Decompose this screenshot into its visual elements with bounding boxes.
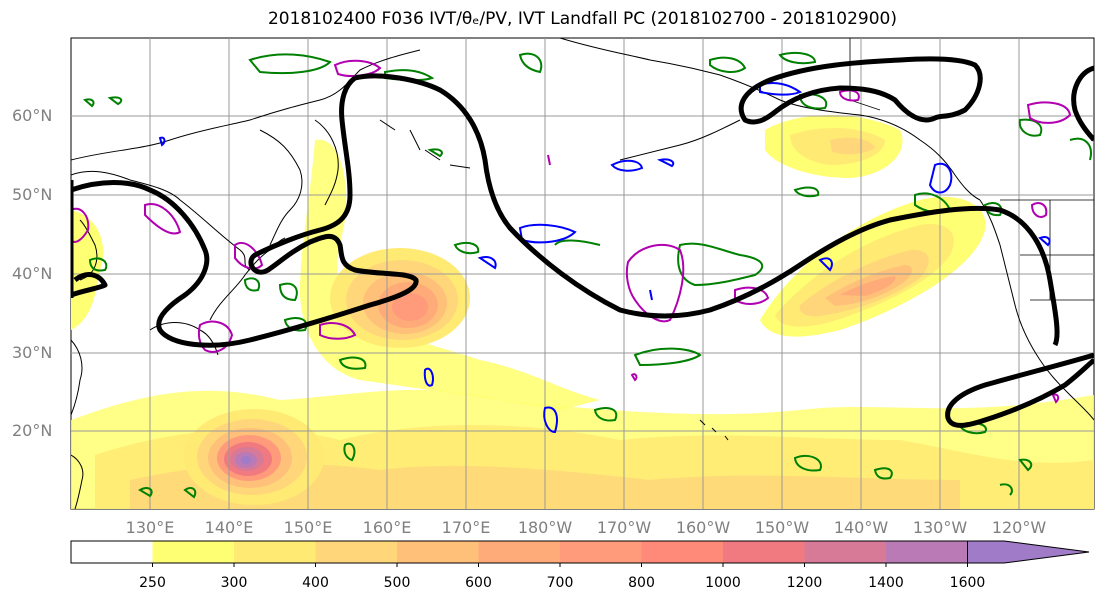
lon-label-130e: 130°E: [125, 518, 175, 537]
lat-label-20n: 20°N: [12, 421, 53, 440]
theta-e-contours: [82, 52, 1092, 499]
lat-label-50n: 50°N: [12, 185, 53, 204]
lon-label-140e: 140°E: [204, 518, 254, 537]
graticule: [71, 38, 1094, 509]
colorbar-tick-label: 600: [465, 575, 492, 591]
lon-label-180w: 180°W: [517, 518, 573, 537]
ivt-landfall-pc-contours: [71, 56, 1094, 428]
lon-label-150w: 150°W: [754, 518, 810, 537]
lon-label-130w: 130°W: [912, 518, 968, 537]
lon-label-170w: 170°W: [596, 518, 652, 537]
colorbar-tick-label: 1000: [705, 575, 741, 591]
colorbar-tick-label: 250: [139, 575, 166, 591]
colorbar-tick-label: 400: [302, 575, 329, 591]
colorbar-tick-label: 300: [220, 575, 248, 591]
lon-label-160e: 160°E: [362, 518, 412, 537]
lon-label-150e: 150°E: [283, 518, 333, 537]
lat-label-60n: 60°N: [12, 106, 53, 125]
colorbar-tick-label: 1200: [786, 575, 823, 591]
lon-label-120w: 120°W: [991, 518, 1047, 537]
colorbar-tick-label: 1400: [868, 575, 904, 591]
lon-label-160w: 160°W: [675, 518, 731, 537]
lat-label-40n: 40°N: [12, 264, 53, 283]
pv-magenta-contours: [71, 59, 1072, 404]
lat-label-30n: 30°N: [12, 343, 53, 362]
colorbar-tick-label: 700: [546, 575, 574, 591]
map-title: 2018102400 F036 IVT/θₑ/PV, IVT Landfall …: [267, 9, 898, 29]
lon-label-170e: 170°E: [441, 518, 491, 537]
colorbar-tick-label: 500: [383, 575, 411, 591]
colorbar-tick-label: 1600: [949, 575, 986, 591]
lon-label-140w: 140°W: [833, 518, 889, 537]
colorbar-tick-label: 800: [628, 575, 655, 591]
ivt-shading: [71, 115, 1094, 509]
pv-blue-contours: [158, 82, 1051, 434]
